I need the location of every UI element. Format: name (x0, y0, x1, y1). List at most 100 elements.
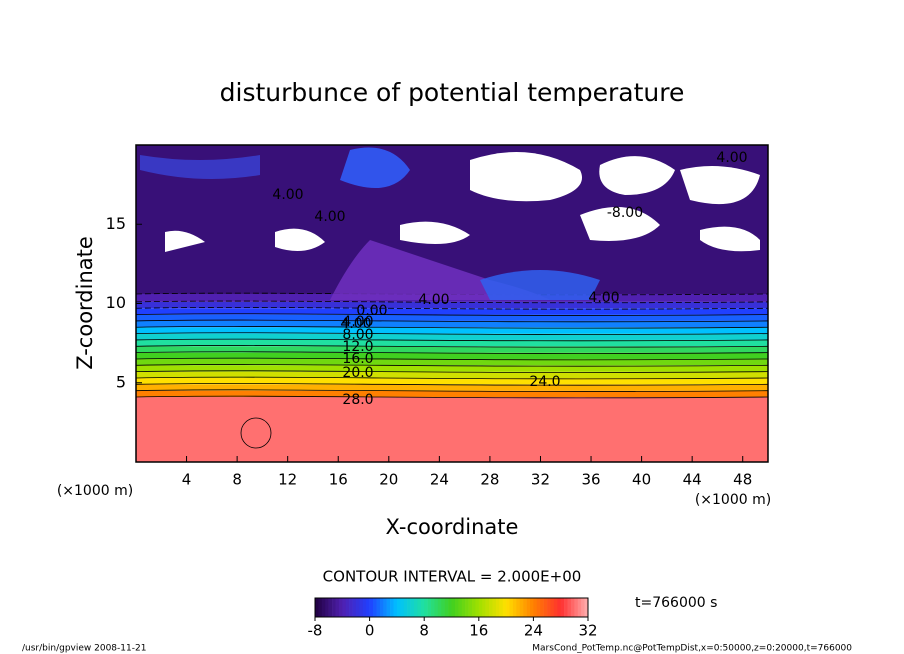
contour-line (136, 306, 768, 310)
contour-label: 4.00 (418, 292, 449, 308)
contour-line (136, 351, 768, 354)
colorbar-cell (424, 598, 428, 617)
colorbar-cell (461, 598, 466, 617)
colorbar-cell (516, 598, 521, 617)
colorbar-cell (413, 598, 418, 617)
x-tick-label: 32 (531, 471, 550, 489)
colorbar-frame (314, 597, 589, 618)
contour-label: 4.00 (272, 187, 303, 203)
colorbar-tick-label: 8 (419, 622, 429, 640)
missing-region (470, 152, 582, 202)
x-unit: (×1000 m) (695, 492, 771, 508)
contour-line (136, 332, 768, 335)
colorbar-cell (390, 598, 394, 617)
colorbar-cell (553, 598, 558, 617)
colorbar-cell (338, 598, 343, 617)
colorbar-cell (407, 598, 411, 617)
colorbar-cell (540, 598, 544, 617)
colorbar-cell (366, 598, 370, 617)
colorbar-cell (417, 598, 422, 617)
colorbar-cell (550, 598, 555, 617)
time-label: t=766000 s (635, 595, 717, 611)
colorbar-cell (410, 598, 415, 617)
colorbar-cell (332, 598, 336, 617)
colorbar-cell (379, 598, 384, 617)
colorbar-cell (564, 598, 568, 617)
colorbar-tick-label: 24 (524, 622, 543, 640)
colorbar-cell (570, 598, 575, 617)
colorbar-cell (567, 598, 572, 617)
colorbar-tick-label: 16 (469, 622, 488, 640)
contour-band (136, 377, 768, 385)
colorbar-cell (499, 598, 503, 617)
contour-label: 24.0 (529, 374, 560, 390)
colorbar-cell (574, 598, 579, 617)
missing-region (580, 207, 660, 241)
colorbar-cell (547, 598, 551, 617)
colorbar-cell (465, 598, 469, 617)
contour-line (136, 313, 768, 316)
colorbar-cell (523, 598, 527, 617)
colorbar-cell (529, 598, 534, 617)
contour-loop (240, 417, 272, 449)
contour-label: 20.0 (342, 365, 373, 381)
contour-label: 4.00 (716, 150, 747, 166)
colorbar-cell (376, 598, 381, 617)
colorbar-cell (393, 598, 398, 617)
colorbar-cell (437, 598, 442, 617)
colorbar-cell (448, 598, 452, 617)
colorbar-cell (318, 598, 323, 617)
colorbar-tick-label: 0 (365, 622, 375, 640)
contour-band (136, 358, 768, 366)
colorbar-cell (335, 598, 340, 617)
colorbar-cell (478, 598, 483, 617)
contour-label: 28.0 (342, 392, 373, 408)
colorbar-cell (471, 598, 476, 617)
x-tick-label: 16 (329, 471, 348, 489)
colorbar-cell (560, 598, 565, 617)
contour-line (136, 376, 768, 380)
colorbar-cell (458, 598, 463, 617)
colorbar-cell (526, 598, 531, 617)
colorbar-cell (512, 598, 517, 617)
x-tick-label: 20 (379, 471, 398, 489)
missing-region (275, 228, 325, 251)
colorbar-cell (533, 598, 538, 617)
contour-band (136, 365, 768, 372)
y-tick-label: 5 (116, 372, 126, 391)
colorbar-cell (543, 598, 548, 617)
colorbar: -8 0 8 16 24 32 (308, 597, 598, 640)
colorbar-cell (434, 598, 439, 617)
colorbar-cell (355, 598, 360, 617)
contour-band (136, 339, 768, 347)
contour-line (136, 383, 768, 386)
colorbar-cell (345, 598, 350, 617)
contour-line (136, 345, 768, 348)
field-texture (340, 147, 410, 188)
colorbar-cell (509, 598, 514, 617)
contour-label: 12.0 (342, 339, 373, 355)
contour-label: 16.0 (342, 351, 373, 367)
missing-region (400, 221, 470, 244)
footer-right: MarsCond_PotTemp.nc@PotTempDist,x=0:5000… (532, 644, 852, 654)
colorbar-cell (557, 598, 561, 617)
colorbar-tick-label: -8 (308, 622, 323, 640)
colorbar-cell (581, 598, 585, 617)
colorbar-cell (502, 598, 507, 617)
contour-band (136, 397, 768, 462)
colorbar-cell (451, 598, 456, 617)
footer-left: /usr/bin/gpview 2008-11-21 (22, 644, 146, 654)
x-tick-label: 12 (278, 471, 297, 489)
contour-band (136, 308, 768, 315)
colorbar-cell (492, 598, 497, 617)
missing-region (700, 226, 760, 252)
colorbar-cell (386, 598, 391, 617)
plot-field: 4.004.004.00-8.004.00 4.004.000.004.008.0… (136, 145, 768, 462)
contour-label: 8.00 (342, 327, 373, 343)
colorbar-cell (519, 598, 524, 617)
colorbar-cell (328, 598, 333, 617)
y-unit: (×1000 m) (57, 483, 133, 499)
contour-band (136, 371, 768, 378)
y-tick-label: 15 (106, 214, 126, 233)
